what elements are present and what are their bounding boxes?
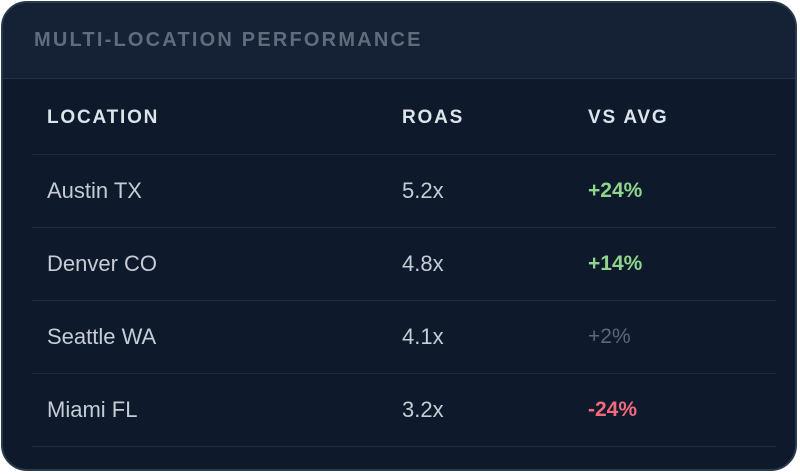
roas-cell: 4.1x — [402, 324, 444, 349]
column-header-location: LOCATION — [47, 106, 160, 128]
table-row: Seattle WA 4.1x +2% — [32, 301, 776, 374]
location-cell: Austin TX — [47, 178, 142, 203]
column-header-roas: ROAS — [402, 106, 465, 128]
roas-cell: 5.2x — [402, 178, 444, 203]
table-header-row: LOCATION ROAS VS AVG — [32, 81, 776, 155]
location-cell: Seattle WA — [47, 324, 157, 349]
vs-avg-cell: +14% — [588, 252, 643, 275]
performance-table: LOCATION ROAS VS AVG Austin TX 5.2x +24%… — [32, 81, 776, 447]
location-cell: Miami FL — [47, 397, 138, 422]
vs-avg-cell: +24% — [588, 179, 643, 202]
vs-avg-cell: -24% — [588, 398, 638, 421]
table-row: Denver CO 4.8x +14% — [32, 228, 776, 301]
table-row: Miami FL 3.2x -24% — [32, 374, 776, 447]
roas-cell: 4.8x — [402, 251, 444, 276]
location-cell: Denver CO — [47, 251, 158, 276]
roas-cell: 3.2x — [402, 397, 444, 422]
column-header-vs-avg: VS AVG — [588, 106, 669, 128]
vs-avg-cell: +2% — [588, 325, 631, 348]
card-header: MULTI-LOCATION PERFORMANCE — [3, 3, 795, 79]
table-row: Austin TX 5.2x +24% — [32, 155, 776, 228]
card-title: MULTI-LOCATION PERFORMANCE — [34, 29, 423, 51]
